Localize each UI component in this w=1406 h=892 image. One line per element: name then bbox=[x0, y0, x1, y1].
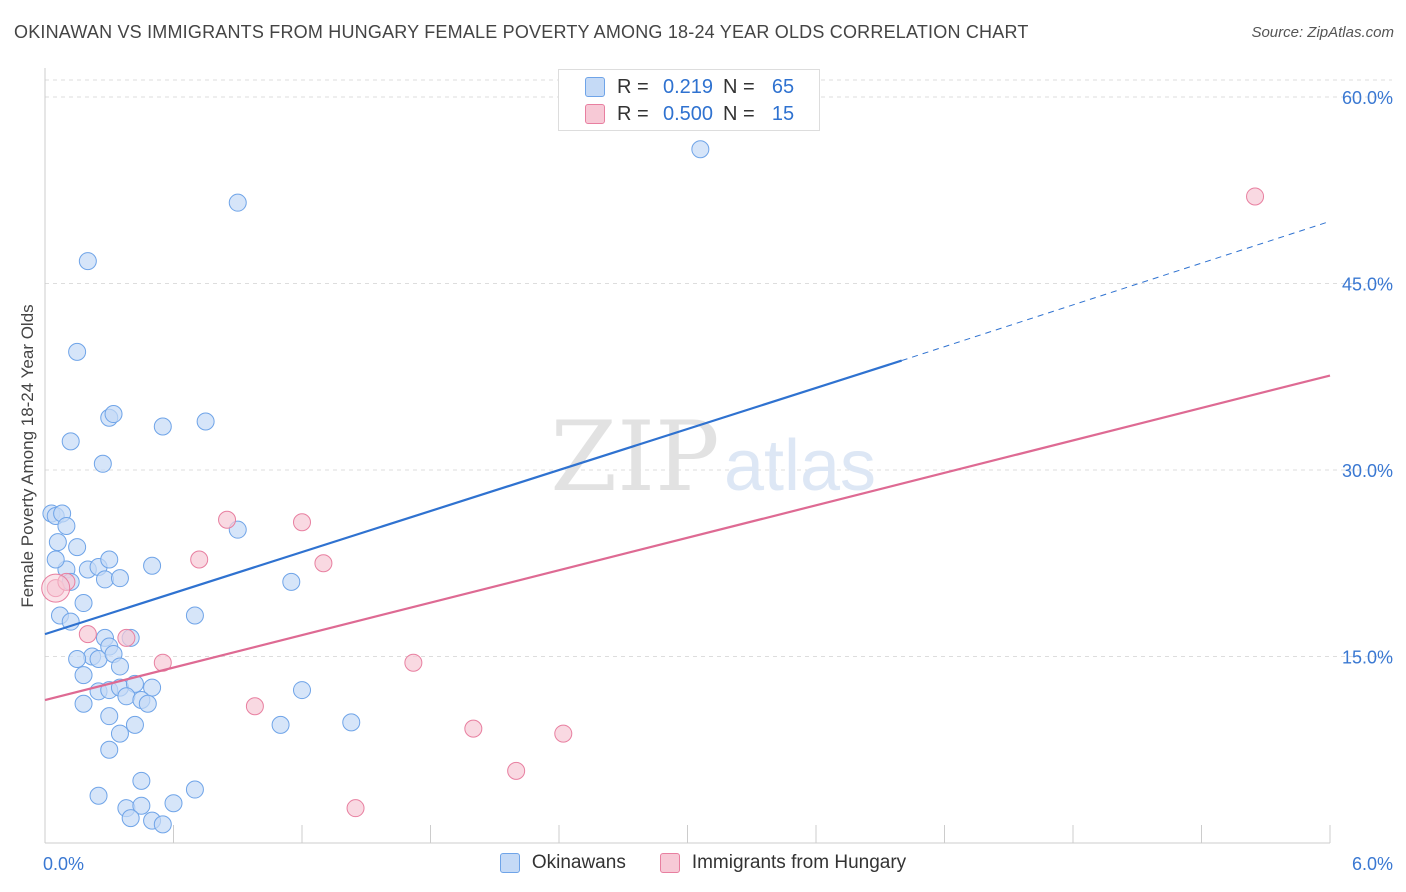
okinawan-point bbox=[121, 809, 140, 828]
okinawan-point bbox=[138, 694, 157, 713]
hungary-point bbox=[78, 625, 97, 644]
okinawan-point bbox=[61, 432, 80, 451]
hungary-point bbox=[404, 653, 423, 672]
okinawan-point bbox=[68, 649, 87, 668]
hungary-point bbox=[464, 719, 483, 738]
hungary-trend-line bbox=[44, 374, 1331, 702]
legend-n-value: 65 bbox=[771, 75, 795, 98]
okinawan-point bbox=[117, 687, 136, 706]
legend-swatch-okinawans bbox=[585, 77, 605, 97]
okinawan-point bbox=[342, 713, 361, 732]
legend-r-label: R = bbox=[617, 75, 649, 98]
okinawan-point bbox=[164, 794, 183, 813]
okinawan-point bbox=[100, 707, 119, 726]
okinawan-point bbox=[57, 516, 76, 535]
okinawan-point bbox=[196, 412, 215, 431]
tick-labels: 15.0% 30.0% 45.0% 60.0% 0.0% 6.0% bbox=[43, 88, 1393, 874]
okinawan-point bbox=[132, 771, 151, 790]
okinawan-trend-line bbox=[44, 359, 903, 636]
legend-row-okinawans: R = 0.219 N = 65 bbox=[585, 75, 803, 99]
okinawan-point bbox=[100, 550, 119, 569]
y-tick-label: 30.0% bbox=[1342, 461, 1393, 481]
okinawan-point bbox=[48, 533, 67, 552]
trend-lines bbox=[44, 220, 1331, 702]
series-swatch-okinawans bbox=[499, 853, 520, 873]
hungary-point bbox=[245, 697, 264, 716]
hungary-point bbox=[293, 513, 311, 532]
okinawan-point bbox=[185, 780, 204, 799]
okinawan-point bbox=[110, 657, 129, 676]
okinawan-point bbox=[293, 681, 311, 700]
okinawan-point bbox=[153, 815, 172, 834]
okinawan-point bbox=[74, 666, 93, 685]
hungary-point bbox=[117, 628, 136, 647]
okinawan-point bbox=[271, 715, 290, 734]
y-tick-label: 15.0% bbox=[1342, 648, 1393, 668]
hungary-point bbox=[190, 550, 209, 569]
okinawan-point bbox=[68, 538, 87, 557]
series-legend: Okinawans Immigrants from Hungary bbox=[0, 852, 1406, 874]
okinawan-point bbox=[143, 556, 162, 575]
series-legend-hungary: Immigrants from Hungary bbox=[659, 852, 907, 874]
hungary-point bbox=[554, 724, 573, 743]
source-label: Source: ZipAtlas.com bbox=[1251, 24, 1394, 41]
okinawan-point bbox=[68, 342, 87, 361]
legend-row-hungary: R = 0.500 N = 15 bbox=[585, 102, 803, 126]
x-tick-label: 0.0% bbox=[43, 854, 84, 874]
hungary-point bbox=[1246, 187, 1265, 206]
watermark: ZIP atlas bbox=[550, 401, 876, 513]
okinawan-point bbox=[110, 569, 129, 588]
series-name-hungary: Immigrants from Hungary bbox=[691, 852, 907, 873]
series-swatch-hungary bbox=[659, 853, 680, 873]
hungary-point bbox=[314, 554, 333, 573]
hungary-point bbox=[41, 573, 71, 603]
okinawan-point bbox=[185, 606, 204, 625]
y-tick-label: 60.0% bbox=[1342, 88, 1393, 108]
legend-r-value: 0.500 bbox=[662, 102, 714, 125]
okinawan-point bbox=[228, 193, 247, 212]
okinawan-point bbox=[104, 405, 123, 424]
legend-n-label: N = bbox=[723, 102, 755, 125]
okinawan-point bbox=[95, 570, 114, 589]
okinawan-point bbox=[74, 594, 93, 613]
okinawan-point bbox=[100, 740, 119, 759]
watermark-zip: ZIP bbox=[550, 401, 719, 513]
stats-legend: R = 0.219 N = 65 R = 0.500 N = 15 bbox=[558, 69, 820, 131]
series-name-okinawans: Okinawans bbox=[531, 852, 626, 873]
legend-n-value: 15 bbox=[771, 102, 795, 125]
okinawan-point bbox=[153, 417, 172, 436]
y-tick-label: 45.0% bbox=[1342, 275, 1393, 295]
okinawan-point bbox=[110, 724, 129, 743]
okinawan-point bbox=[125, 674, 144, 693]
x-tick-label: 6.0% bbox=[1352, 854, 1393, 874]
okinawan-point bbox=[282, 572, 301, 591]
watermark-atlas: atlas bbox=[724, 426, 876, 506]
series-legend-okinawans: Okinawans bbox=[499, 852, 626, 874]
chart-title: OKINAWAN VS IMMIGRANTS FROM HUNGARY FEMA… bbox=[14, 22, 1029, 42]
legend-r-value: 0.219 bbox=[662, 75, 714, 98]
okinawan-trend-extension bbox=[901, 220, 1331, 362]
axes bbox=[44, 68, 1331, 844]
legend-n-label: N = bbox=[723, 75, 755, 98]
okinawan-point bbox=[61, 612, 80, 631]
okinawan-point bbox=[132, 796, 151, 815]
okinawan-point bbox=[93, 454, 112, 473]
okinawan-point bbox=[46, 550, 65, 569]
okinawan-point bbox=[74, 694, 93, 713]
hungary-point bbox=[507, 761, 526, 780]
legend-swatch-hungary bbox=[585, 104, 605, 124]
hungary-point bbox=[346, 799, 365, 818]
legend-r-label: R = bbox=[617, 102, 649, 125]
okinawan-point bbox=[125, 715, 144, 734]
data-points bbox=[41, 140, 1265, 834]
okinawan-point bbox=[78, 252, 97, 271]
hungary-point bbox=[218, 510, 237, 529]
okinawan-point bbox=[691, 140, 710, 159]
okinawan-point bbox=[89, 786, 108, 805]
